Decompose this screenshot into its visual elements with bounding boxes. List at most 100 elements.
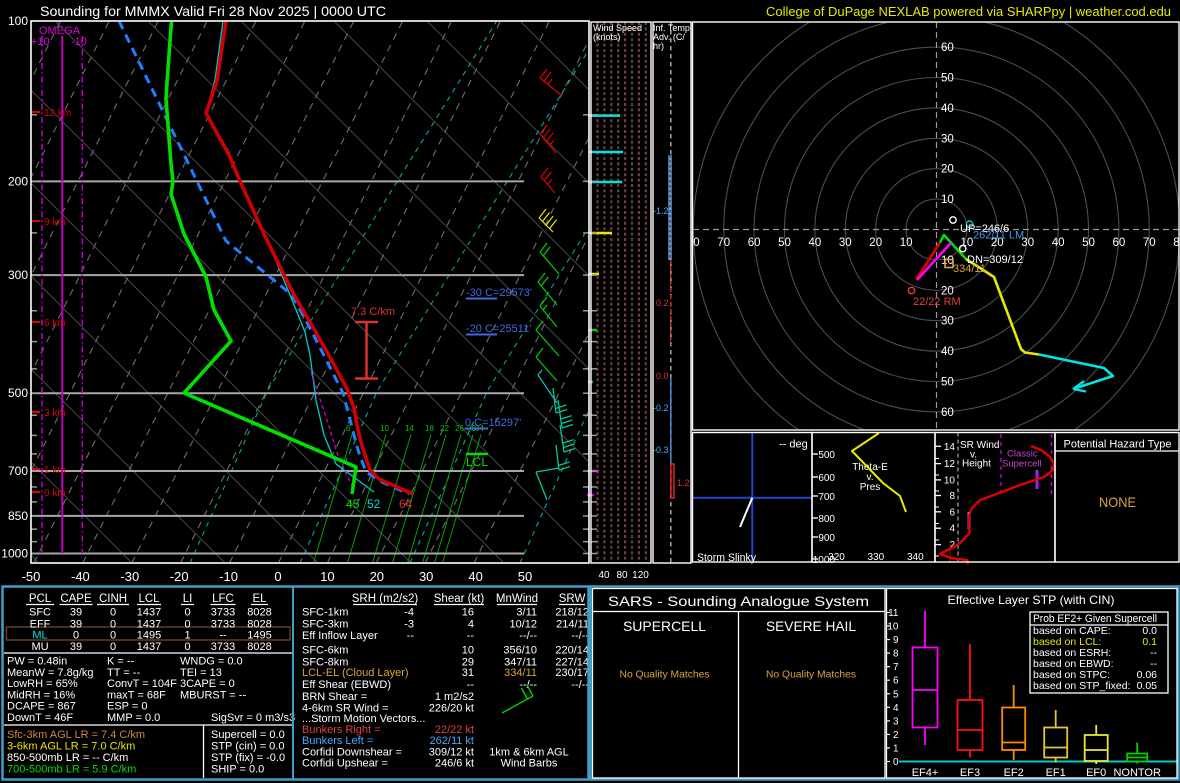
svg-text:0.1: 0.1 xyxy=(1142,636,1157,648)
svg-text:3733: 3733 xyxy=(211,641,235,653)
svg-text:based on LCL:: based on LCL: xyxy=(1033,636,1101,648)
svg-text:800: 800 xyxy=(818,514,835,525)
svg-text:4: 4 xyxy=(468,619,474,631)
svg-text:No Quality Matches: No Quality Matches xyxy=(766,669,856,681)
svg-text:8: 8 xyxy=(949,491,955,502)
svg-text:BRN Shear =: BRN Shear = xyxy=(302,691,367,703)
svg-text:--: -- xyxy=(1150,658,1157,670)
svg-text:DownT = 46F: DownT = 46F xyxy=(7,712,73,724)
svg-text:DCAPE = 867: DCAPE = 867 xyxy=(7,701,76,713)
svg-text:SR Wind: SR Wind xyxy=(960,440,999,451)
svg-text:0 C=15297': 0 C=15297' xyxy=(465,417,521,429)
svg-text:50: 50 xyxy=(1082,237,1095,249)
svg-text:31: 31 xyxy=(462,667,474,679)
svg-text:4: 4 xyxy=(893,703,899,714)
svg-text:20: 20 xyxy=(941,285,954,297)
svg-text:20: 20 xyxy=(869,237,882,249)
svg-text:K = --: K = -- xyxy=(107,656,135,668)
svg-text:Storm Slinky: Storm Slinky xyxy=(697,552,756,564)
svg-text:40: 40 xyxy=(1052,237,1065,249)
svg-text:334/11: 334/11 xyxy=(504,667,537,679)
svg-text:--: -- xyxy=(219,630,227,642)
svg-text:UP=246/6: UP=246/6 xyxy=(960,223,1009,235)
svg-text:0.06: 0.06 xyxy=(1137,669,1158,681)
svg-text:2: 2 xyxy=(949,540,955,551)
svg-text:Supercell: Supercell xyxy=(1002,458,1042,469)
svg-text:309/12 kt: 309/12 kt xyxy=(429,747,474,759)
svg-text:340: 340 xyxy=(907,552,924,563)
svg-text:70: 70 xyxy=(1143,237,1156,249)
svg-text:Classic: Classic xyxy=(1007,449,1038,460)
svg-text:0: 0 xyxy=(110,619,116,631)
svg-text:10: 10 xyxy=(900,237,913,249)
svg-text:9 km: 9 km xyxy=(44,217,66,228)
svg-text:Adv. (C/: Adv. (C/ xyxy=(653,32,685,42)
svg-text:-1.2: -1.2 xyxy=(653,206,669,216)
svg-text:Sounding for MMMX Valid Fri 2: Sounding for MMMX Valid Fri 28 Nov 2025 … xyxy=(40,3,386,19)
svg-text:0: 0 xyxy=(184,607,190,619)
svg-text:Potential Hazard Type: Potential Hazard Type xyxy=(1064,439,1172,451)
svg-text:TT = --: TT = -- xyxy=(107,667,140,679)
svg-text:-30 C=29573': -30 C=29573' xyxy=(466,287,532,299)
svg-text:STP (fix) = -0.0: STP (fix) = -0.0 xyxy=(211,752,285,764)
svg-text:70: 70 xyxy=(717,237,730,249)
svg-text:Supercell = 0.0: Supercell = 0.0 xyxy=(211,729,285,741)
svg-text:-40: -40 xyxy=(71,569,90,584)
svg-text:9: 9 xyxy=(893,635,899,646)
svg-text:LCL: LCL xyxy=(466,455,488,469)
svg-text:214/11: 214/11 xyxy=(556,619,589,631)
svg-text:--/--: --/-- xyxy=(571,679,589,691)
svg-text:60: 60 xyxy=(941,407,954,419)
svg-text:2: 2 xyxy=(893,730,899,741)
svg-text:STP (cin) = 0.0: STP (cin) = 0.0 xyxy=(211,741,284,753)
svg-text:-- deg: -- deg xyxy=(779,439,808,451)
svg-text:MidRH = 16%: MidRH = 16% xyxy=(7,689,75,701)
svg-text:MBURST = --: MBURST = -- xyxy=(180,689,246,701)
svg-text:SigSvr = 0 m3/s3: SigSvr = 0 m3/s3 xyxy=(211,712,295,724)
svg-text:20: 20 xyxy=(991,237,1004,249)
svg-text:EL: EL xyxy=(252,593,267,605)
svg-text:50: 50 xyxy=(941,377,954,389)
svg-text:ESP = 0: ESP = 0 xyxy=(107,701,147,713)
svg-text:ML: ML xyxy=(32,630,47,642)
svg-text:Wind Speed: Wind Speed xyxy=(593,23,642,33)
svg-text:1: 1 xyxy=(184,630,190,642)
svg-text:1.2: 1.2 xyxy=(677,478,690,488)
svg-text:8028: 8028 xyxy=(247,607,271,619)
svg-text:-3: -3 xyxy=(404,619,414,631)
svg-text:1: 1 xyxy=(893,743,899,754)
svg-text:--: -- xyxy=(1150,647,1157,659)
svg-text:1437: 1437 xyxy=(137,607,161,619)
svg-text:1495: 1495 xyxy=(137,630,161,642)
svg-text:200: 200 xyxy=(8,174,28,188)
svg-text:1000: 1000 xyxy=(1,547,28,561)
svg-text:-30: -30 xyxy=(120,569,139,584)
svg-text:SFC-3km: SFC-3km xyxy=(302,619,348,631)
svg-text:16: 16 xyxy=(462,607,474,619)
svg-text:based on CAPE:: based on CAPE: xyxy=(1033,625,1111,637)
svg-text:40: 40 xyxy=(598,570,610,581)
svg-text:8: 8 xyxy=(893,649,899,660)
svg-text:1437: 1437 xyxy=(137,619,161,631)
svg-text:850-500mb LR = -- C/km: 850-500mb LR = -- C/km xyxy=(7,752,128,764)
svg-text:v.: v. xyxy=(866,472,873,483)
svg-text:330: 330 xyxy=(867,552,884,563)
svg-text:6 km: 6 km xyxy=(44,318,66,329)
svg-text:0: 0 xyxy=(184,641,190,653)
svg-text:SRH (m2/s2): SRH (m2/s2) xyxy=(352,593,419,605)
svg-text:CINH: CINH xyxy=(99,593,127,605)
svg-text:Corfidi Upshear =: Corfidi Upshear = xyxy=(302,758,388,770)
svg-text:-4: -4 xyxy=(404,607,414,619)
svg-text:60: 60 xyxy=(1113,237,1126,249)
svg-text:262/11 kt: 262/11 kt xyxy=(430,735,474,747)
svg-text:22/22 kt: 22/22 kt xyxy=(435,724,474,736)
svg-text:SFC-6km: SFC-6km xyxy=(302,645,348,657)
svg-text:SFC-8km: SFC-8km xyxy=(302,657,348,669)
svg-text:SRW: SRW xyxy=(559,593,586,605)
svg-text:20: 20 xyxy=(941,164,954,176)
svg-text:-0.2: -0.2 xyxy=(653,403,669,413)
svg-text:60: 60 xyxy=(748,237,761,249)
svg-text:11: 11 xyxy=(888,608,899,619)
svg-text:80: 80 xyxy=(616,570,628,581)
svg-text:64: 64 xyxy=(399,497,413,511)
